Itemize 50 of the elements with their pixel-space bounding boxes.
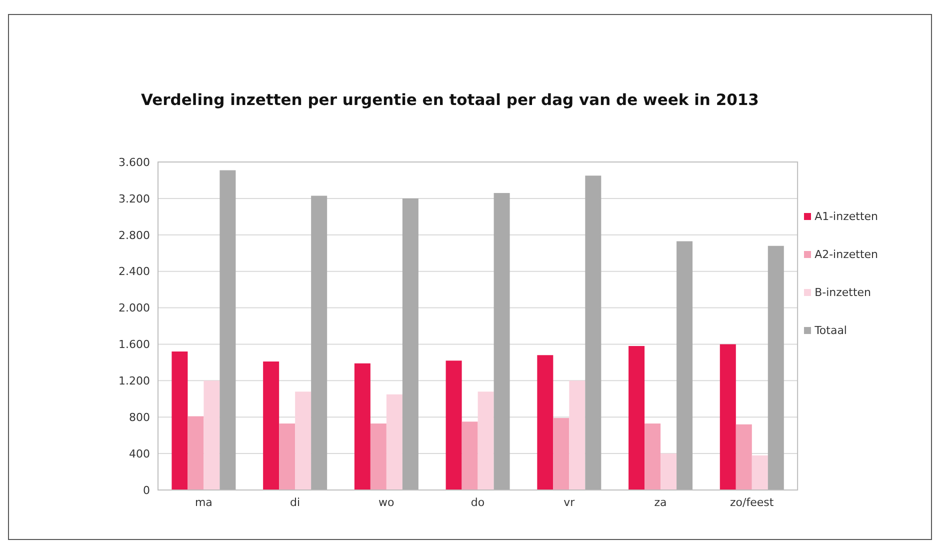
bar xyxy=(628,346,645,490)
bar xyxy=(446,360,462,490)
x-tick-label: vr xyxy=(564,496,576,509)
y-tick-label: 400 xyxy=(129,447,150,460)
bar xyxy=(644,423,661,490)
x-tick-label: zo/feest xyxy=(730,496,774,509)
y-tick-label: 1.200 xyxy=(118,374,150,388)
legend-label: B-inzetten xyxy=(814,286,872,299)
legend-label: Totaal xyxy=(814,324,847,337)
bar xyxy=(354,363,370,490)
bar xyxy=(569,380,586,490)
x-tick-label: di xyxy=(290,496,300,509)
y-tick-label: 3.600 xyxy=(118,156,150,169)
bar xyxy=(263,362,280,490)
bar xyxy=(736,424,752,490)
bar xyxy=(188,416,204,490)
y-tick-label: 2.800 xyxy=(118,228,150,242)
bar xyxy=(311,196,328,490)
y-tick-label: 3.200 xyxy=(118,192,150,206)
legend-label: A2-inzetten xyxy=(814,248,878,261)
y-tick-label: 800 xyxy=(129,411,150,424)
legend-label: A1-inzetten xyxy=(814,210,878,223)
bar xyxy=(370,423,386,490)
bar xyxy=(494,192,510,490)
y-tick-label: 1.600 xyxy=(118,338,150,352)
bar xyxy=(295,392,312,490)
bar xyxy=(402,198,418,490)
x-tick-label: ma xyxy=(194,496,212,509)
bar xyxy=(660,454,677,490)
x-tick-label: do xyxy=(470,496,485,509)
bar xyxy=(537,355,554,490)
x-tick-label: za xyxy=(654,496,667,509)
y-tick-label: 2.400 xyxy=(118,265,150,278)
x-tick-label: wo xyxy=(378,496,395,509)
bar xyxy=(279,423,296,490)
bar xyxy=(720,344,736,490)
bar xyxy=(172,352,188,490)
bar xyxy=(752,455,768,490)
chart-title: Verdeling inzetten per urgentie en totaal per dag van de week in 2013 xyxy=(140,91,760,109)
bar xyxy=(220,170,236,490)
y-tick-label: 2.000 xyxy=(118,302,150,315)
bar xyxy=(553,418,570,490)
bar xyxy=(462,422,478,490)
y-tick-label: 0 xyxy=(143,484,150,497)
bar xyxy=(768,246,784,490)
bar xyxy=(204,380,220,490)
bar xyxy=(478,392,494,490)
bar xyxy=(585,176,602,490)
bar xyxy=(676,241,693,490)
bar xyxy=(386,394,402,490)
